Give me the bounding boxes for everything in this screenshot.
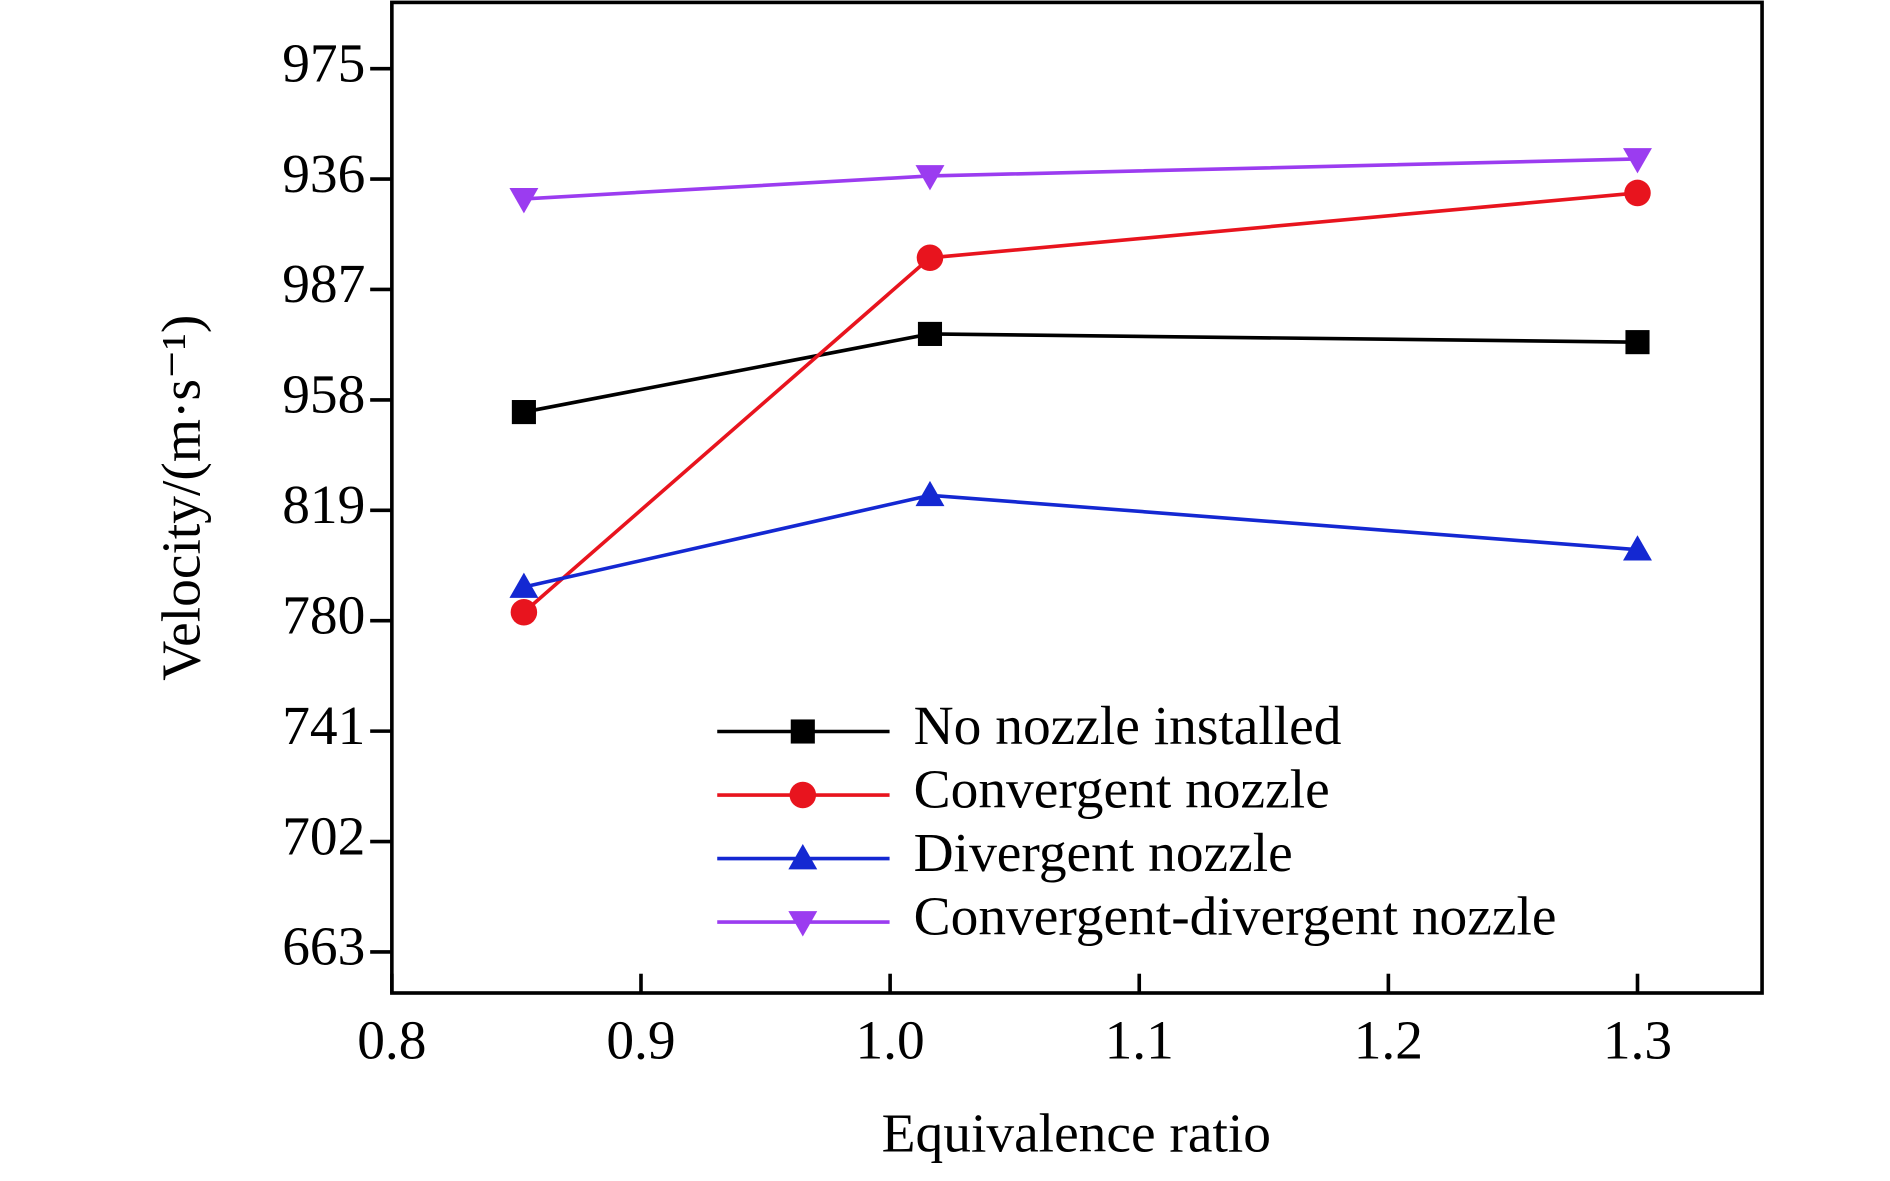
y-tick-label: 987 bbox=[282, 253, 365, 314]
y-tick-label: 958 bbox=[282, 364, 365, 425]
marker-triangle-down bbox=[915, 165, 945, 191]
marker-circle bbox=[510, 598, 538, 626]
marker-circle bbox=[789, 781, 817, 809]
legend-text: Divergent nozzle bbox=[914, 822, 1293, 883]
y-tick-label: 780 bbox=[282, 584, 365, 645]
legend-text: No nozzle installed bbox=[914, 695, 1342, 756]
series-line bbox=[523, 493, 1638, 589]
x-tick-label: 1.2 bbox=[1354, 1010, 1423, 1071]
series-line bbox=[523, 157, 1638, 201]
marker-triangle bbox=[915, 480, 945, 507]
marker-square bbox=[511, 400, 536, 425]
marker-triangle-down bbox=[788, 911, 818, 937]
marker-circle bbox=[1624, 179, 1651, 207]
x-tick-label: 1.0 bbox=[855, 1010, 924, 1071]
y-axis-label: Velocity/(m·s⁻¹) bbox=[151, 315, 212, 681]
plot-frame bbox=[390, 0, 1764, 995]
y-tick-label: 741 bbox=[282, 695, 365, 756]
x-tick-label: 0.9 bbox=[606, 1010, 675, 1071]
marker-triangle bbox=[509, 572, 539, 598]
marker-triangle-down bbox=[509, 188, 539, 214]
x-tick-label: 0.8 bbox=[357, 1010, 426, 1071]
marker-triangle bbox=[788, 844, 818, 870]
marker-square bbox=[917, 321, 943, 346]
x-axis-label: Equivalence ratio bbox=[882, 1103, 1271, 1164]
marker-circle bbox=[916, 244, 944, 272]
x-tick-label: 1.1 bbox=[1105, 1010, 1174, 1071]
y-tick-label: 702 bbox=[282, 805, 365, 866]
series-line bbox=[523, 332, 1638, 414]
marker-triangle-down bbox=[1623, 148, 1652, 174]
marker-square bbox=[790, 719, 815, 744]
y-tick-label: 663 bbox=[282, 916, 365, 977]
marker-square bbox=[1625, 330, 1650, 355]
legend-text: Convergent-divergent nozzle bbox=[914, 886, 1557, 947]
y-tick-label: 819 bbox=[282, 474, 365, 535]
marker-triangle bbox=[1623, 535, 1652, 561]
legend-text: Convergent nozzle bbox=[914, 759, 1330, 820]
x-tick-label: 1.3 bbox=[1603, 1010, 1672, 1071]
y-tick-label: 975 bbox=[282, 32, 365, 93]
y-tick-label: 936 bbox=[282, 143, 365, 204]
